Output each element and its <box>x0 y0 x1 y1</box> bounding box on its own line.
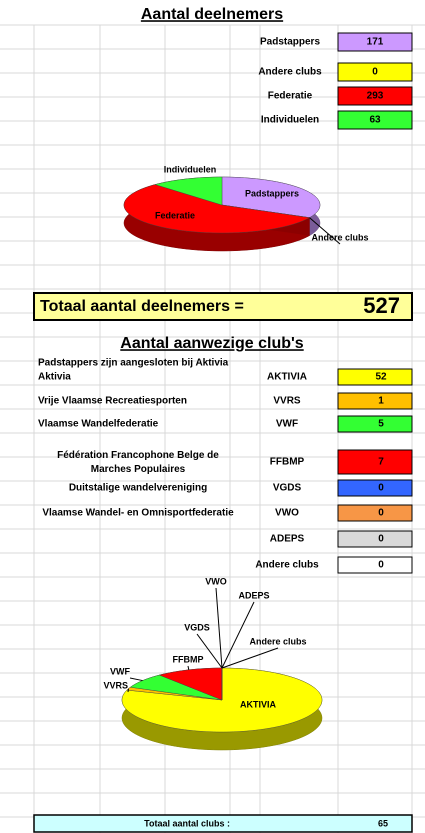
pie-label: Andere clubs <box>249 636 306 646</box>
row-label: Vlaamse Wandel- en Omnisportfederatie <box>42 508 234 519</box>
total-label: Totaal aantal clubs : <box>144 818 230 828</box>
pie-label: Individuelen <box>164 164 217 174</box>
row-label: Aktivia <box>38 372 71 383</box>
value-cell <box>337 415 413 433</box>
leader-line <box>221 647 279 669</box>
row-code: VWO <box>275 508 299 519</box>
total-value: 527 <box>363 293 400 318</box>
cell-value: 171 <box>367 37 384 48</box>
cell-value: 0 <box>372 67 378 78</box>
value-cell <box>337 449 413 475</box>
section-title: Aantal aanwezige club's <box>120 335 304 352</box>
row-label-line: Marches Populaires <box>91 464 186 475</box>
cell-value: 5 <box>378 419 384 430</box>
pie-label: Andere clubs <box>311 232 368 242</box>
row-code: ADEPS <box>270 534 305 545</box>
row-code: AKTIVIA <box>267 372 307 383</box>
row-code: VVRS <box>273 396 301 407</box>
row-label: Duitstalige wandelvereniging <box>69 483 207 494</box>
pie-slice <box>123 184 311 234</box>
pie-label: AKTIVIA <box>240 699 277 709</box>
cell-value: 1 <box>378 396 384 407</box>
cell-value: 7 <box>378 457 384 468</box>
pie-label: Padstappers <box>245 188 299 198</box>
total-box <box>33 292 413 321</box>
row-code: FFBMP <box>270 457 305 468</box>
row-label-line: Fédération Francophone Belge de <box>57 450 219 461</box>
value-cell <box>337 86 413 106</box>
pie-slice <box>221 176 321 218</box>
total-box <box>33 814 413 833</box>
value-cell <box>337 62 413 82</box>
value-cell <box>337 479 413 497</box>
pie-label: VVRS <box>103 680 128 690</box>
pie-slice <box>158 667 223 701</box>
row-code: VWF <box>276 419 298 430</box>
leader-line <box>215 587 223 669</box>
cell-value: 0 <box>378 508 384 519</box>
value-cell <box>337 556 413 574</box>
cell-value: 0 <box>378 483 384 494</box>
pie-label: VWO <box>205 576 227 586</box>
pie-slice <box>129 674 223 701</box>
row-label: Individuelen <box>261 115 319 126</box>
leader-line <box>187 665 190 670</box>
row-code: VGDS <box>273 483 302 494</box>
value-cell <box>337 392 413 410</box>
value-cell <box>337 368 413 386</box>
row-label: Vlaamse Wandelfederatie <box>38 419 159 430</box>
pie-label: VGDS <box>184 622 210 632</box>
note: Padstappers zijn aangesloten bij Aktivia <box>38 358 229 369</box>
value-cell <box>337 530 413 548</box>
value-cell <box>337 504 413 522</box>
total-value: 65 <box>378 818 388 828</box>
pie-slice <box>154 176 223 206</box>
cell-value: 52 <box>375 372 387 383</box>
row-label: Andere clubs <box>258 67 322 78</box>
row-label: Fédération Francophone Belge de Marches P… <box>57 450 219 475</box>
leader-line <box>221 601 255 669</box>
cell-value: 0 <box>378 534 384 545</box>
pie-label: Federatie <box>155 210 195 220</box>
leader-line <box>196 633 223 669</box>
cell-value: 63 <box>369 115 381 126</box>
leader-line <box>309 217 341 245</box>
cell-value: 293 <box>367 91 384 102</box>
leader-line <box>129 677 143 682</box>
total-label: Totaal aantal deelnemers = <box>40 298 244 315</box>
section-title: Aantal deelnemers <box>141 6 283 23</box>
cell-value: 0 <box>378 560 384 571</box>
pie-label: VWF <box>110 666 130 676</box>
value-cell <box>337 32 413 52</box>
row-label: Vrije Vlaamse Recreatiesporten <box>38 396 187 407</box>
value-cell <box>337 110 413 130</box>
row-label: Federatie <box>268 91 313 102</box>
pie-label: FFBMP <box>173 654 204 664</box>
row-label: Padstappers <box>260 37 320 48</box>
row-code: Andere clubs <box>255 560 319 571</box>
pie-label: ADEPS <box>238 590 269 600</box>
